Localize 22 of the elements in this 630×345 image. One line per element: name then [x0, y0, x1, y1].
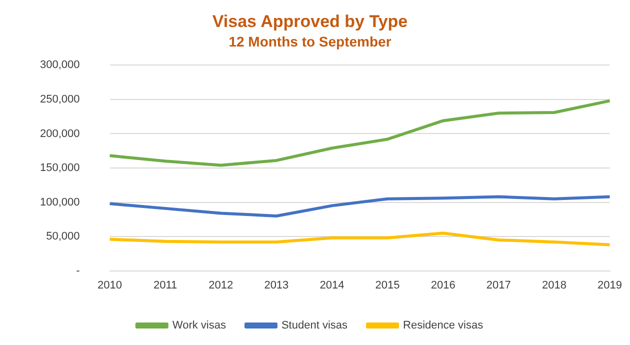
y-tick-label: 200,000 — [40, 128, 80, 140]
x-tick-label: 2014 — [320, 279, 344, 292]
legend-label: Residence visas — [403, 320, 484, 332]
y-tick-label: 100,000 — [40, 196, 80, 208]
x-tick-label: 2019 — [598, 279, 622, 292]
y-tick-label: 150,000 — [40, 162, 80, 174]
x-tick-label: 2017 — [486, 279, 511, 292]
chart-title: Visas Approved by Type — [212, 12, 408, 31]
x-tick-label: 2015 — [375, 279, 400, 292]
y-tick-label: - — [76, 264, 80, 277]
chart-subtitle: 12 Months to September — [228, 34, 392, 50]
x-tick-label: 2016 — [430, 279, 456, 292]
x-tick-label: 2018 — [542, 279, 566, 292]
legend-label: Student visas — [281, 320, 348, 332]
x-tick-label: 2013 — [264, 279, 289, 292]
x-tick-label: 2012 — [208, 279, 234, 292]
y-tick-label: 250,000 — [40, 94, 80, 106]
y-tick-label: 300,000 — [40, 59, 80, 72]
y-tick-label: 50,000 — [46, 230, 80, 243]
x-tick-label: 2010 — [98, 279, 122, 292]
legend-label: Work visas — [172, 320, 226, 332]
x-tick-label: 2011 — [153, 279, 178, 292]
